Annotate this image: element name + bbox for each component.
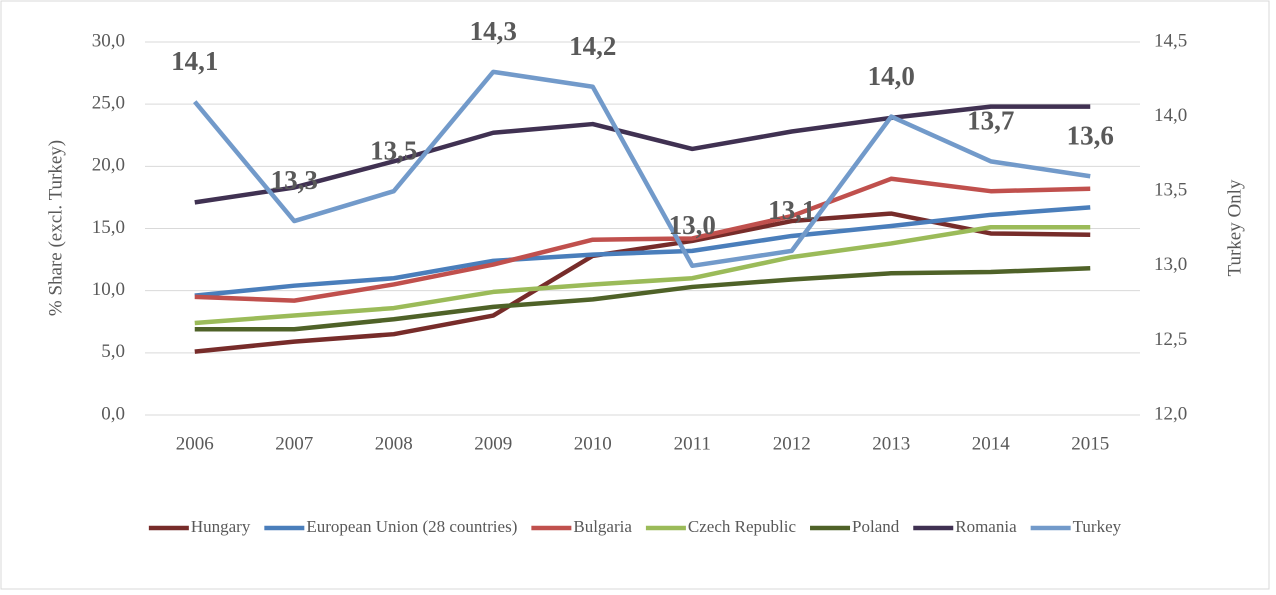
y2-axis-label: Turkey Only xyxy=(1224,179,1245,276)
y-tick-label: 20,0 xyxy=(92,155,125,176)
y2-tick-label: 12,5 xyxy=(1154,329,1187,350)
series-line xyxy=(194,205,1091,298)
y2-tick-label: 14,5 xyxy=(1154,30,1187,51)
y2-tick-label: 13,5 xyxy=(1154,180,1187,201)
x-tick-label: 2014 xyxy=(972,433,1011,454)
data-label: 14,1 xyxy=(171,46,218,76)
series-line xyxy=(194,266,1091,332)
data-label: 13,6 xyxy=(1067,120,1114,150)
series-line xyxy=(194,176,1091,303)
x-tick-label: 2012 xyxy=(773,433,811,454)
legend-label: Romania xyxy=(955,517,1017,536)
data-label: 14,2 xyxy=(569,31,616,61)
x-tick-label: 2008 xyxy=(375,433,413,454)
data-label: 13,5 xyxy=(370,135,417,165)
x-tick-label: 2007 xyxy=(275,433,313,454)
y-tick-label: 30,0 xyxy=(92,30,125,51)
series-line xyxy=(194,225,1091,326)
y-tick-label: 25,0 xyxy=(92,93,125,114)
legend-label: European Union (28 countries) xyxy=(306,517,517,536)
y2-tick-label: 14,0 xyxy=(1154,105,1187,126)
data-label: 13,3 xyxy=(271,165,318,195)
data-label: 13,0 xyxy=(669,210,716,240)
x-tick-label: 2010 xyxy=(574,433,612,454)
x-tick-label: 2009 xyxy=(474,433,512,454)
y-tick-label: 0,0 xyxy=(101,403,125,424)
series-line xyxy=(194,211,1091,354)
data-label: 13,7 xyxy=(967,106,1014,136)
x-tick-label: 2011 xyxy=(674,433,711,454)
legend-label: Czech Republic xyxy=(688,517,797,536)
data-label: 14,0 xyxy=(868,61,915,91)
x-tick-label: 2013 xyxy=(872,433,910,454)
data-label: 14,3 xyxy=(470,16,517,46)
series-line xyxy=(194,104,1091,205)
y-tick-label: 15,0 xyxy=(92,217,125,238)
y-axis-label: % Share (excl. Turkey) xyxy=(45,140,66,316)
y-tick-label: 10,0 xyxy=(92,279,125,300)
x-tick-label: 2015 xyxy=(1071,433,1109,454)
series-line xyxy=(193,69,1091,269)
data-label: 13,1 xyxy=(768,195,815,225)
y2-tick-label: 13,0 xyxy=(1154,254,1187,275)
x-tick-label: 2006 xyxy=(176,433,214,454)
y2-tick-label: 12,0 xyxy=(1154,403,1187,424)
legend-label: Bulgaria xyxy=(573,517,632,536)
legend-label: Turkey xyxy=(1073,517,1122,536)
y-tick-label: 5,0 xyxy=(101,341,125,362)
legend-label: Poland xyxy=(852,517,900,536)
legend-label: Hungary xyxy=(191,517,251,536)
